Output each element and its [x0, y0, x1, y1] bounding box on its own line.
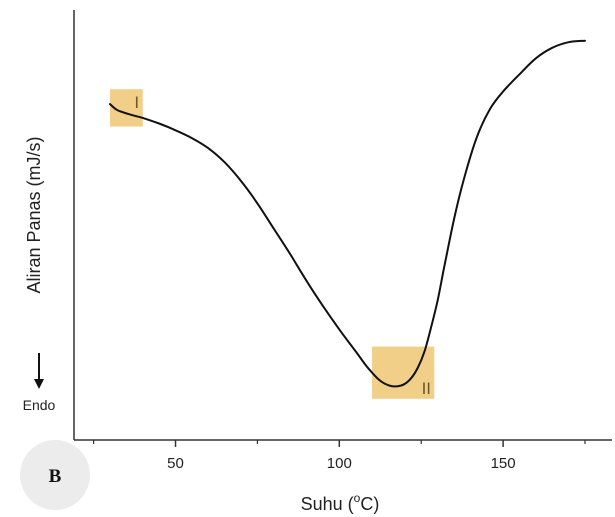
x-tick-label: 100 — [327, 455, 352, 472]
region-2-label: II — [422, 379, 431, 398]
x-tick-label: 150 — [491, 455, 516, 472]
x-axis-title-suffix: C) — [360, 494, 379, 514]
x-ticks: 50 100 150 — [93, 440, 586, 472]
x-axis-title-degree: o — [354, 491, 361, 505]
region-1-label: I — [134, 93, 139, 112]
endo-arrow-icon — [34, 353, 44, 389]
panel-label: B — [49, 466, 62, 487]
x-axis-title: Suhu (oC) — [301, 491, 380, 514]
series-layer — [109, 39, 586, 388]
x-axis-title-prefix: Suhu ( — [301, 494, 354, 514]
series-line — [109, 39, 586, 388]
x-tick-label: 50 — [167, 455, 184, 472]
endo-label: Endo — [23, 397, 56, 413]
highlight-regions: III — [110, 89, 435, 399]
y-axis-title: Aliran Panas (mJ/s) — [24, 136, 44, 293]
panel-badge — [20, 440, 90, 510]
